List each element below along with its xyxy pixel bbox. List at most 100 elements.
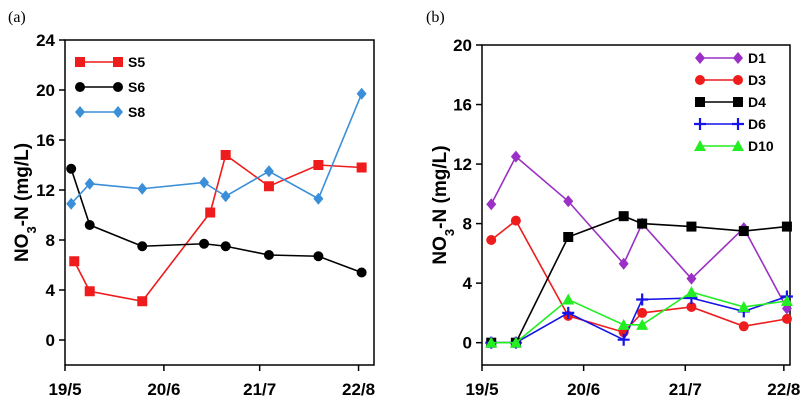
- data-point-D4: [686, 221, 697, 232]
- series-line-D4: [491, 215, 788, 344]
- legend-marker-D4: [695, 97, 705, 107]
- series-S5: [69, 150, 367, 307]
- series-D10: [485, 286, 793, 348]
- data-point-D6: [562, 306, 575, 319]
- legend-marker-D6: [694, 118, 706, 130]
- y-tick-label: 24: [36, 31, 55, 50]
- data-point-D1: [618, 257, 629, 270]
- legend-marker-D3: [733, 75, 743, 85]
- data-point-D3: [486, 234, 497, 245]
- data-point-S8: [356, 87, 367, 100]
- data-point-S5: [313, 160, 324, 170]
- legend-marker-S5: [75, 57, 85, 67]
- series-S6: [66, 163, 367, 278]
- data-point-D4: [781, 221, 792, 232]
- legend-label-S5: S5: [128, 54, 145, 70]
- legend-marker-S8: [75, 106, 85, 118]
- series-line-D3: [490, 219, 788, 334]
- legend-marker-D4: [733, 97, 743, 107]
- legend-label-S8: S8: [128, 104, 145, 120]
- legend-label-D4: D4: [748, 94, 766, 110]
- data-point-S5: [263, 181, 274, 192]
- y-tick-label: 8: [463, 215, 472, 234]
- series-line-D1: [490, 155, 788, 309]
- series-S8: [66, 87, 367, 210]
- data-point-S6: [313, 251, 324, 262]
- data-point-D10: [617, 318, 630, 330]
- series-line-S8: [70, 93, 363, 205]
- data-point-S5: [84, 286, 95, 297]
- legend-label-D6: D6: [748, 116, 766, 132]
- x-tick-label: 21/7: [243, 380, 276, 399]
- legend-marker-S6: [75, 82, 85, 92]
- data-point-S6: [356, 267, 367, 278]
- data-point-D10: [485, 336, 498, 348]
- y-tick-label: 20: [36, 81, 55, 100]
- chart-panel-a: (a) 0 4 8 12 16 20 24 19/5 20/6 21/7 22/8 NO3-N (mg/…: [8, 9, 375, 399]
- data-point-D4: [637, 218, 648, 229]
- legend-label-S6: S6: [128, 79, 145, 95]
- panel-label: (b): [426, 9, 445, 26]
- data-point-S6: [263, 250, 274, 260]
- data-point-S8: [220, 190, 231, 203]
- y-axis-title: NO3-N (mg/L): [12, 143, 39, 262]
- data-point-D1: [486, 198, 497, 211]
- data-point-S5: [220, 150, 231, 160]
- y-tick-label: 12: [453, 155, 472, 174]
- series-D6: [485, 290, 793, 349]
- legend-label-D10: D10: [748, 138, 774, 154]
- data-point-S6: [84, 220, 95, 230]
- y-tick-label: 20: [453, 36, 472, 55]
- data-point-D1: [510, 150, 521, 163]
- data-point-D10: [636, 318, 649, 330]
- x-tick-label: 21/7: [669, 380, 702, 399]
- data-point-S6: [137, 241, 148, 252]
- data-point-S8: [313, 192, 324, 205]
- data-point-S8: [84, 177, 95, 190]
- data-point-D10: [685, 286, 698, 298]
- data-point-S5: [69, 256, 80, 267]
- plot-frame: [64, 39, 375, 366]
- data-point-D10: [780, 295, 793, 306]
- data-point-D10: [562, 293, 575, 305]
- legend-marker-D6: [732, 118, 744, 130]
- y-tick-label: 4: [463, 274, 473, 293]
- series-line-S5: [73, 153, 362, 303]
- data-point-S8: [199, 176, 210, 189]
- x-tick-label: 22/8: [342, 380, 375, 399]
- data-point-D3: [781, 313, 792, 324]
- x-tick-label: 19/5: [465, 380, 498, 399]
- data-point-D10: [737, 300, 750, 312]
- data-point-S5: [356, 162, 367, 173]
- data-point-D10: [509, 336, 522, 348]
- data-point-D3: [637, 307, 648, 318]
- y-axis-title: NO3-N (mg/L): [430, 145, 457, 264]
- y-tick-label: 0: [46, 331, 55, 350]
- data-point-D3: [686, 301, 697, 312]
- x-tick-label: 20/6: [567, 380, 600, 399]
- data-point-S5: [205, 207, 216, 218]
- data-point-D3: [738, 321, 749, 332]
- data-point-D6: [636, 293, 649, 306]
- legend-marker-D3: [695, 75, 705, 85]
- data-point-S8: [66, 197, 77, 210]
- legend-marker-D1: [733, 52, 743, 64]
- series-line-D6: [491, 295, 788, 344]
- legend-marker-S6: [113, 82, 123, 92]
- data-point-D1: [686, 272, 697, 285]
- legend-label-D3: D3: [748, 72, 766, 88]
- y-tick-label: 4: [46, 281, 56, 300]
- legend-marker-D10: [694, 140, 706, 151]
- legend-marker-D1: [695, 52, 705, 64]
- chart-panel-b: (b) 0 4 8 12 16 20 19/5 20/6 21/7 22/8 NO3-N (mg/L)…: [426, 9, 800, 399]
- data-point-D3: [510, 215, 521, 226]
- data-point-S6: [199, 238, 210, 249]
- data-point-S8: [137, 182, 148, 195]
- series-D1: [486, 150, 792, 315]
- legend-marker-D10: [732, 140, 744, 151]
- legend-label-D1: D1: [748, 50, 766, 66]
- data-point-D1: [563, 195, 574, 208]
- y-tick-label: 8: [46, 231, 55, 250]
- data-point-S8: [263, 165, 274, 178]
